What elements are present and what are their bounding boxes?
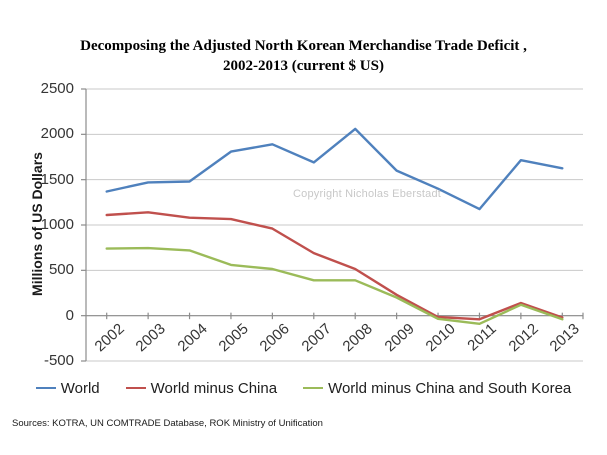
legend: World World minus China World minus China …	[0, 377, 607, 399]
legend-line-marker	[303, 387, 324, 389]
chart-title: Decomposing the Adjusted North Korean Me…	[20, 36, 587, 76]
legend-line-marker	[35, 387, 56, 389]
copyright-watermark: Copyright Nicholas Eberstadt	[293, 188, 442, 200]
y-tick-label: 500	[48, 261, 74, 279]
legend-label: World	[60, 379, 100, 397]
y-tick-label: 2500	[40, 80, 74, 97]
series-line-world	[105, 127, 564, 211]
legend-item: World	[35, 379, 100, 397]
legend-label: World minus China and South Korea	[328, 379, 572, 397]
series-line-world-minus-china	[105, 211, 564, 321]
legend-label: World minus China	[150, 379, 278, 397]
y-tick-label: -500	[43, 352, 74, 369]
y-tick-label: 1000	[40, 216, 74, 233]
y-tick-label: 2000	[40, 125, 74, 143]
legend-item: World minus China	[125, 379, 278, 397]
legend-item: World minus China and South Korea	[303, 380, 571, 397]
legend-line-marker	[125, 387, 146, 389]
series-line-world-minus-china-and-south-korea	[105, 246, 564, 325]
chart-title-line2: 2002-2013 (current $ US)	[223, 58, 384, 74]
chart-title-line1: Decomposing the Adjusted North Korean Me…	[80, 38, 527, 54]
y-tick-label: 0	[65, 306, 74, 324]
sources-note: Sources: KOTRA, UN COMTRADE Database, RO…	[12, 418, 323, 429]
y-tick-label: 1500	[40, 170, 74, 188]
